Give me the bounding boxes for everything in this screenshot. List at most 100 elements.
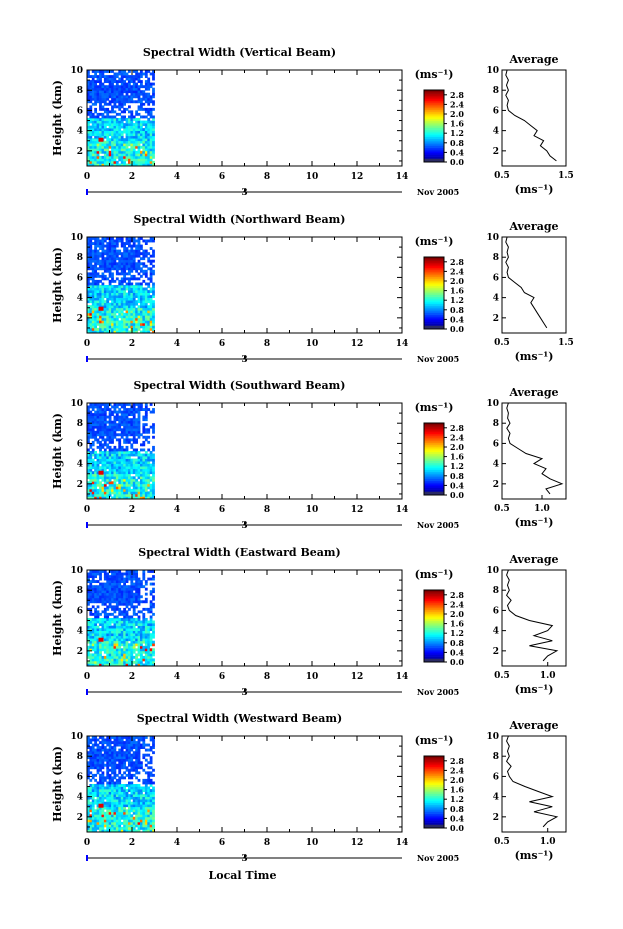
heatmap-cell [135, 468, 138, 472]
heatmap-cell [94, 784, 97, 787]
heatmap-cell [144, 481, 148, 485]
heatmap-cell [149, 237, 153, 240]
heatmap-cell [111, 155, 114, 159]
heatmap-cell [142, 638, 146, 642]
heatmap-cell [99, 155, 102, 159]
heatmap-cell [137, 133, 141, 137]
heatmap-cell [94, 160, 97, 164]
heatmap-cell [87, 829, 90, 833]
x-tick-label: 10 [306, 672, 319, 682]
heatmap-cell [115, 483, 119, 487]
heatmap-cell [87, 625, 90, 629]
heatmap-cell [111, 435, 114, 439]
heatmap-cell [113, 625, 117, 629]
heatmap-cell [106, 325, 110, 329]
heatmap-cell [149, 305, 153, 309]
heatmap-cell [128, 829, 131, 833]
heatmap-cell [94, 493, 97, 497]
heatmap-cell [99, 458, 102, 462]
heatmap-cell [111, 605, 114, 609]
heatmap-cell [108, 252, 112, 256]
heatmap-cell [91, 440, 95, 444]
heatmap-cell [147, 310, 151, 314]
heatmap-cell [113, 262, 117, 266]
heatmap-cell [89, 150, 93, 154]
heatmap-cell [140, 468, 143, 472]
heatmap-cell [147, 145, 151, 149]
heatmap-cell [123, 295, 126, 298]
heatmap-cell [99, 791, 102, 795]
heatmap-cell [108, 643, 112, 647]
heatmap-cell [152, 77, 155, 81]
heatmap-cell [89, 796, 93, 800]
heatmap-cell [118, 483, 122, 487]
heatmap-cell [87, 315, 90, 319]
heatmap-cell [89, 277, 93, 281]
heatmap-cell [130, 466, 134, 470]
heatmap-cell [120, 155, 124, 159]
heatmap-cell [101, 259, 105, 263]
heatmap-cell [99, 259, 102, 263]
heatmap-cell [140, 819, 143, 823]
heatmap-cell [120, 264, 124, 268]
heatmap-cell [99, 585, 102, 589]
heatmap-cell [103, 403, 107, 406]
heatmap-cell [118, 633, 122, 637]
heatmap-cell [115, 493, 119, 497]
heatmap-cell [113, 801, 117, 805]
colorbar-segment [424, 289, 444, 292]
heatmap-cell [113, 635, 117, 639]
heatmap-cell [87, 786, 90, 790]
heatmap-cell [91, 423, 95, 427]
heatmap-cell [137, 587, 141, 591]
heatmap-cell [132, 75, 136, 78]
colorbar-segment [424, 590, 444, 593]
heatmap-cell [111, 302, 114, 306]
heatmap-cell [89, 826, 93, 830]
heatmap-cell [137, 618, 141, 621]
heatmap-cell [118, 756, 122, 760]
heatmap-cell [89, 300, 93, 304]
heatmap-cell [135, 587, 138, 591]
heatmap-cell [142, 252, 146, 256]
panel-3: Spectral Width (Southward Beam)246810Hei… [51, 379, 567, 531]
heatmap-cell [87, 628, 90, 631]
heatmap-cell [130, 97, 134, 101]
heatmap-cell [140, 145, 143, 149]
heatmap-cell [123, 428, 126, 432]
heatmap-cell [115, 413, 119, 416]
colorbar-segment [424, 638, 444, 641]
x-tick-label: 0 [84, 672, 90, 682]
heatmap-cell [113, 310, 117, 314]
heatmap-cell [147, 491, 151, 495]
heatmap-cell [135, 824, 138, 828]
heatmap-cell [137, 327, 141, 331]
heatmap-cell [123, 440, 126, 444]
heatmap-cell [101, 625, 105, 629]
heatmap-cell [128, 140, 131, 144]
heatmap-cell [123, 80, 126, 83]
heatmap-cell [113, 600, 117, 604]
heatmap-cell [113, 100, 117, 104]
heatmap-cell [101, 325, 105, 329]
heatmap-cell [115, 753, 119, 757]
heatmap-cell [130, 418, 134, 422]
heatmap-cell [113, 287, 117, 291]
heatmap-cell [108, 138, 112, 142]
heatmap-cell [147, 315, 151, 319]
heatmap-cell [91, 408, 95, 411]
heatmap-cell [132, 819, 136, 823]
heatmap-cell [130, 766, 134, 770]
heatmap-cell [132, 307, 136, 311]
heatmap-cell [115, 615, 119, 619]
heatmap-cell [89, 466, 93, 470]
colorbar-segment [424, 160, 444, 163]
heatmap-cell [108, 623, 112, 626]
heatmap-cell [94, 643, 97, 647]
heatmap-cell [108, 587, 112, 591]
heatmap-cell [137, 420, 141, 424]
heatmap-cell [99, 620, 102, 624]
heatmap-cell [142, 143, 146, 147]
heatmap-cell [115, 448, 119, 452]
heatmap-cell [132, 239, 136, 243]
